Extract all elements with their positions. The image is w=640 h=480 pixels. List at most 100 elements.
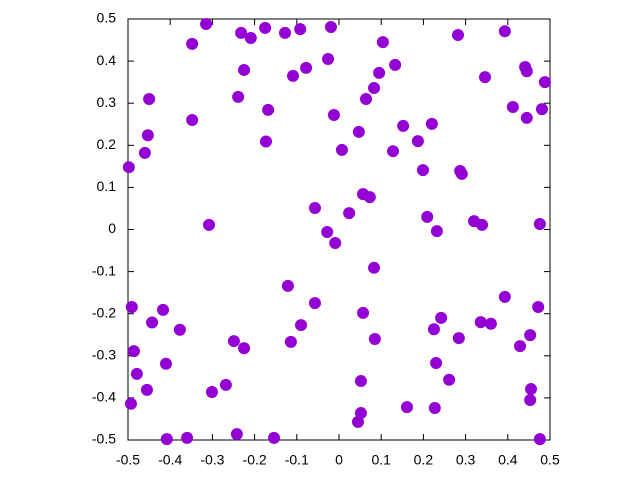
- point: [535, 103, 548, 116]
- point: [452, 28, 465, 41]
- point: [125, 300, 138, 313]
- point: [232, 90, 245, 103]
- point: [143, 92, 156, 105]
- y-tick-label: 0.3: [97, 94, 117, 110]
- point: [295, 319, 308, 332]
- x-tick-label: -0.2: [243, 452, 267, 468]
- point: [474, 316, 487, 329]
- point: [351, 415, 364, 428]
- point: [524, 394, 537, 407]
- point: [308, 297, 321, 310]
- point: [430, 356, 443, 369]
- point: [227, 335, 240, 348]
- point: [387, 145, 400, 158]
- point: [532, 300, 545, 313]
- point: [538, 76, 551, 89]
- point: [329, 236, 342, 249]
- point: [159, 357, 172, 370]
- point: [498, 25, 511, 38]
- point: [520, 65, 533, 78]
- point: [524, 329, 537, 342]
- point: [322, 52, 335, 65]
- point: [368, 82, 381, 95]
- x-tick-label: -0.3: [200, 452, 224, 468]
- y-tick-label: -0.2: [92, 304, 116, 320]
- point: [140, 383, 153, 396]
- point: [411, 135, 424, 148]
- point: [127, 345, 140, 358]
- point: [368, 332, 381, 345]
- point: [416, 164, 429, 177]
- point: [397, 119, 410, 132]
- point: [262, 103, 275, 116]
- point: [278, 26, 291, 39]
- point: [124, 397, 137, 410]
- point: [400, 401, 413, 414]
- point: [533, 218, 546, 231]
- y-tick-label: 0.2: [97, 136, 117, 152]
- y-tick-label: -0.3: [92, 347, 116, 363]
- point: [203, 218, 216, 231]
- point: [244, 31, 257, 44]
- point: [443, 373, 456, 386]
- point: [506, 100, 519, 113]
- point: [376, 36, 389, 49]
- point: [525, 383, 538, 396]
- x-tick-label: -0.4: [158, 452, 182, 468]
- point: [421, 210, 434, 223]
- x-tick-label: 0.4: [498, 452, 518, 468]
- point: [146, 316, 159, 329]
- point: [230, 428, 243, 441]
- point: [160, 433, 173, 446]
- point: [520, 111, 533, 124]
- point: [354, 375, 367, 388]
- point: [287, 69, 300, 82]
- point: [484, 317, 497, 330]
- y-tick-label: -0.5: [92, 431, 116, 447]
- point: [514, 340, 527, 353]
- y-tick-label: 0: [108, 220, 116, 236]
- point: [425, 117, 438, 130]
- point: [281, 279, 294, 292]
- point: [186, 37, 199, 50]
- y-tick-label: -0.4: [92, 389, 116, 405]
- y-tick-label: 0.1: [97, 178, 117, 194]
- x-tick-label: 0.2: [414, 452, 434, 468]
- point: [200, 18, 213, 31]
- point: [335, 143, 348, 156]
- x-tick-label: 0.5: [540, 452, 560, 468]
- point: [157, 303, 170, 316]
- point: [455, 167, 468, 180]
- point: [435, 311, 448, 324]
- point: [268, 431, 281, 444]
- y-tick-label: 0.5: [97, 10, 117, 26]
- point: [352, 125, 365, 138]
- x-tick-label: 0: [335, 452, 343, 468]
- point: [205, 386, 218, 399]
- point: [343, 207, 356, 220]
- point: [373, 66, 386, 79]
- point: [300, 61, 313, 74]
- point: [321, 226, 334, 239]
- point: [238, 342, 251, 355]
- point: [479, 71, 492, 84]
- x-tick-label: 0.1: [371, 452, 391, 468]
- point: [238, 63, 251, 76]
- x-tick-label: -0.5: [116, 452, 140, 468]
- x-tick-label: -0.1: [285, 452, 309, 468]
- point: [122, 161, 135, 174]
- point: [308, 202, 321, 215]
- point: [363, 191, 376, 204]
- point: [357, 306, 370, 319]
- x-tick-label: 0.3: [456, 452, 476, 468]
- point: [389, 58, 402, 71]
- point: [360, 92, 373, 105]
- point: [324, 20, 337, 33]
- point: [294, 23, 307, 36]
- point: [452, 332, 465, 345]
- point: [259, 21, 272, 34]
- y-tick-label: -0.1: [92, 262, 116, 278]
- point: [181, 431, 194, 444]
- point: [427, 323, 440, 336]
- point: [498, 290, 511, 303]
